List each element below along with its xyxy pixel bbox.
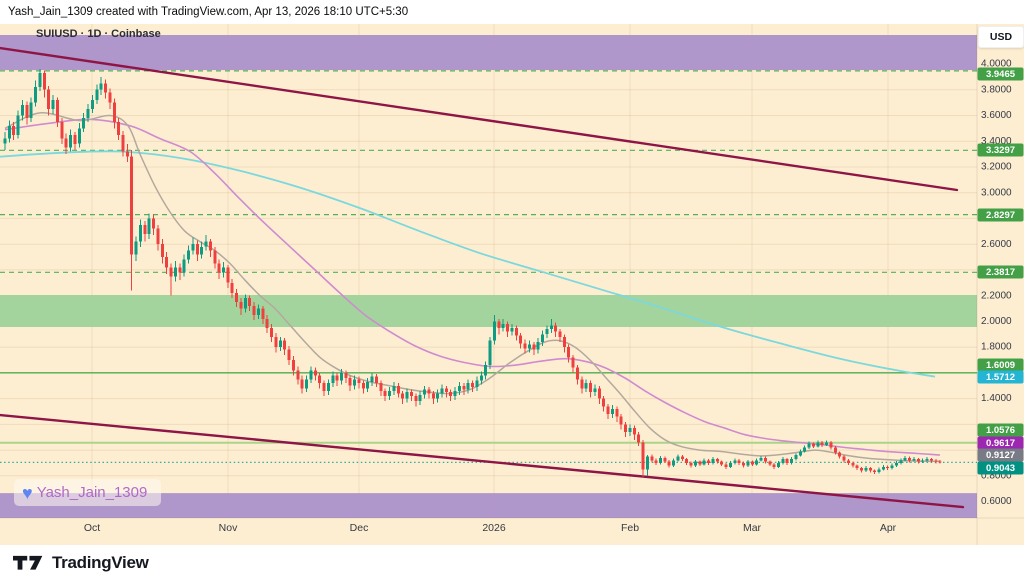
svg-text:Dec: Dec (350, 522, 369, 534)
svg-text:2026: 2026 (482, 522, 506, 534)
tradingview-logo: TradingView (13, 553, 149, 573)
attribution-text: Yash_Jain_1309 created with TradingView.… (8, 6, 409, 18)
svg-text:2.8297: 2.8297 (986, 210, 1015, 221)
svg-text:3.8000: 3.8000 (981, 84, 1012, 95)
svg-text:2.6000: 2.6000 (981, 239, 1012, 250)
svg-text:0.9617: 0.9617 (986, 438, 1015, 449)
ma-fast-gray (4, 112, 941, 463)
svg-text:3.2000: 3.2000 (981, 162, 1012, 173)
svg-text:1.8000: 1.8000 (981, 342, 1012, 353)
svg-text:Oct: Oct (84, 522, 100, 534)
svg-text:0.9127: 0.9127 (986, 450, 1015, 461)
svg-text:2.3817: 2.3817 (986, 267, 1015, 278)
time-axis[interactable] (0, 518, 977, 545)
svg-text:1.5712: 1.5712 (986, 372, 1015, 383)
svg-text:Mar: Mar (743, 522, 762, 534)
trendlines (0, 46, 965, 509)
svg-text:3.4000: 3.4000 (981, 136, 1012, 147)
tradingview-logo-text: TradingView (52, 553, 149, 572)
svg-text:3.9465: 3.9465 (986, 69, 1016, 80)
svg-text:1.6009: 1.6009 (986, 360, 1015, 371)
svg-text:0.9043: 0.9043 (986, 463, 1015, 474)
svg-text:0.8000: 0.8000 (981, 470, 1012, 481)
watermark-text: Yash_Jain_1309 (36, 484, 148, 501)
svg-text:0.6000: 0.6000 (981, 496, 1012, 507)
svg-text:3.0000: 3.0000 (981, 187, 1012, 198)
svg-text:2.0000: 2.0000 (981, 316, 1012, 327)
svg-text:2.2000: 2.2000 (981, 290, 1012, 301)
svg-text:Apr: Apr (880, 522, 897, 534)
snapshot-header: Yash_Jain_1309 created with TradingView.… (0, 0, 1024, 24)
time-axis-labels: Oct Nov Dec 2026 Feb Mar Apr (84, 522, 897, 534)
price-axis[interactable] (978, 24, 1024, 518)
symbol-title: SUIUSD · 1D · Coinbase (36, 28, 161, 40)
svg-text:4.0000: 4.0000 (981, 59, 1012, 70)
svg-text:Feb: Feb (621, 522, 639, 534)
ma-slow-cyan (0, 150, 936, 378)
svg-text:Nov: Nov (219, 522, 238, 534)
svg-text:1.4000: 1.4000 (981, 393, 1012, 404)
price-axis-labels: 4.0000 3.8000 3.6000 3.4000 3.2000 3.0000 2.60… (981, 59, 1012, 508)
price-bands (0, 35, 977, 518)
currency-unit-button[interactable]: USD (978, 26, 1024, 48)
chart-canvas[interactable]: 4.0000 3.8000 3.6000 3.4000 3.2000 3.0000 2.60… (0, 24, 1024, 545)
heart-icon: ♥ (22, 482, 33, 503)
svg-text:3.3297: 3.3297 (986, 145, 1015, 156)
user-watermark: ♥ Yash_Jain_1309 (14, 479, 162, 506)
candles-layer (3, 69, 942, 478)
snapshot-footer: TradingView (0, 545, 1024, 581)
svg-text:1.0576: 1.0576 (986, 425, 1015, 436)
svg-text:3.6000: 3.6000 (981, 110, 1012, 121)
tradingview-logo-icon (13, 555, 43, 570)
